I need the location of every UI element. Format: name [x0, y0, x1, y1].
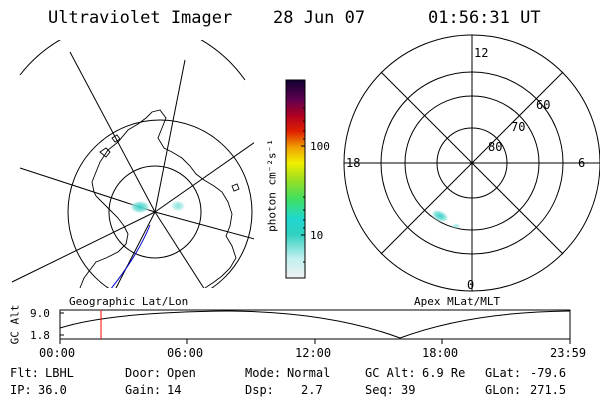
colorbar-tick-10: 10 — [310, 229, 324, 242]
strip-xtick-1: 06:00 — [167, 346, 204, 360]
meridian-line — [154, 211, 205, 288]
altitude-curve — [59, 310, 571, 339]
meridian-line — [154, 59, 186, 213]
time-label: 01:56:31 UT — [428, 8, 541, 28]
gain-label: Gain: — [125, 383, 162, 397]
strip-xtick-3: 18:00 — [422, 346, 459, 360]
satellite-track — [110, 224, 151, 288]
flt-value: LBHL — [45, 366, 74, 380]
mlt-label-18: 18 — [346, 156, 361, 170]
strip-ytick-top: 9.0 — [30, 307, 50, 320]
lat-label-70: 70 — [511, 120, 526, 134]
strip-xtick-0: 00:00 — [39, 346, 76, 360]
coastline — [79, 195, 129, 288]
meridian-line — [11, 211, 156, 283]
colorbar-ticks — [301, 107, 305, 263]
meridian-line — [115, 211, 156, 288]
mode-value: Normal — [287, 366, 331, 380]
meridian-line — [154, 211, 254, 240]
mode-label: Mode: — [245, 366, 282, 380]
island — [111, 134, 121, 143]
geographic-map — [11, 40, 254, 288]
dsp-value: 2.7 — [301, 383, 323, 397]
colorbar — [285, 79, 306, 279]
colorbar-scale — [285, 79, 306, 279]
lat-circle-inner — [108, 165, 202, 259]
coastline — [91, 161, 101, 197]
geo-caption: Geographic Lat/Lon — [69, 295, 189, 308]
flt-label: Flt: — [10, 366, 39, 380]
island — [231, 183, 240, 192]
instrument-title: Ultraviolet Imager — [48, 8, 233, 28]
strip-xtick-4: 23:59 — [550, 346, 587, 360]
meridian-line — [69, 51, 156, 213]
colorbar-tick-100: 100 — [310, 140, 330, 153]
colorbar-label: photon cm⁻²s⁻¹ — [265, 139, 279, 232]
glon-value: 271.5 — [530, 383, 567, 397]
glon-label: GLon: — [485, 383, 522, 397]
altitude-strip — [59, 309, 571, 344]
island — [99, 147, 111, 158]
seq-value: 39 — [401, 383, 416, 397]
door-label: Door: — [125, 366, 162, 380]
coastline — [99, 109, 237, 288]
date-label: 28 Jun 07 — [273, 8, 366, 28]
gcalt-value: 6.9 Re — [422, 366, 466, 380]
aurora-emission — [170, 200, 186, 212]
strip-xtick-2: 12:00 — [295, 346, 332, 360]
strip-ytick-bottom: 1.8 — [30, 329, 50, 342]
polar-caption: Apex MLat/MLT — [414, 295, 501, 308]
door-value: Open — [167, 366, 196, 380]
aurora-emission — [451, 223, 461, 229]
polar-plot — [343, 34, 600, 292]
ip-label: IP: — [10, 383, 32, 397]
gain-value: 14 — [167, 383, 182, 397]
glat-label: GLat: — [485, 366, 522, 380]
strip-ticks — [59, 312, 571, 344]
earth-limb-arc — [19, 40, 246, 81]
seq-label: Seq: — [365, 383, 394, 397]
lat-label-60: 60 — [536, 98, 551, 112]
gcalt-label: GC Alt: — [365, 366, 416, 380]
aurora-emission — [129, 200, 151, 214]
aurora-emission — [430, 209, 450, 223]
strip-frame — [59, 309, 571, 340]
mlt-label-0: 0 — [467, 278, 475, 292]
glat-value: -79.6 — [530, 366, 567, 380]
lat-circle-outer — [67, 119, 253, 288]
dsp-label: Dsp: — [245, 383, 274, 397]
meridian-line — [154, 142, 254, 213]
mlt-label-6: 6 — [578, 156, 586, 170]
mlt-diagonal — [380, 71, 564, 255]
mlt-label-12: 12 — [474, 46, 489, 60]
ip-value: 36.0 — [38, 383, 67, 397]
lat-label-80: 80 — [488, 140, 503, 154]
strip-ylabel: GC Alt — [8, 304, 22, 345]
